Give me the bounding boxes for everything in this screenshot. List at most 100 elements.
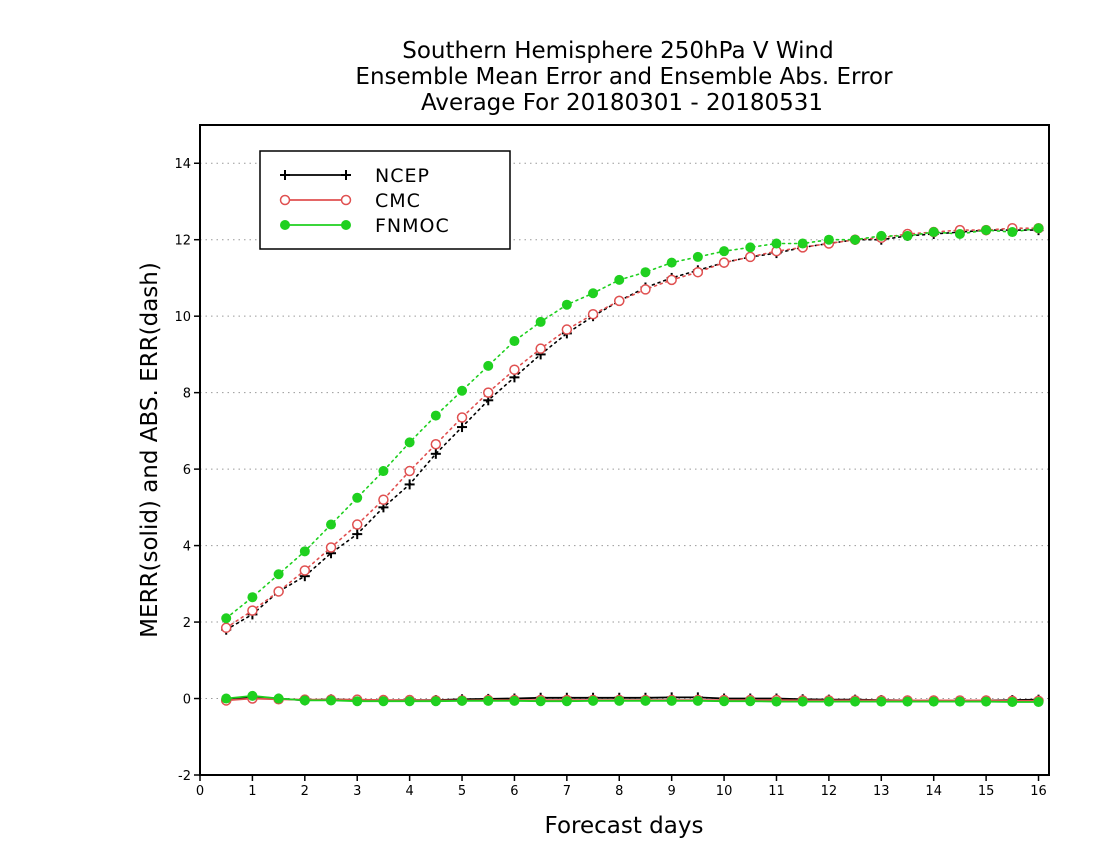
series-fnmoc-mean-err-point — [823, 696, 834, 707]
series-fnmoc-mean-err-point — [928, 696, 939, 707]
x-tick-label: 15 — [978, 784, 995, 799]
series-fnmoc-mean-err-point — [876, 696, 887, 707]
series-cmc-abs-err-point — [404, 465, 415, 477]
series-fnmoc-abs-err-point — [692, 251, 703, 262]
legend-item-cmc: CMC — [279, 190, 420, 212]
chart-title-line-1: Southern Hemisphere 250hPa V Wind — [402, 38, 833, 64]
series-fnmoc-abs-err-point — [1007, 227, 1018, 238]
legend-marker-fnmoc — [341, 220, 351, 230]
x-tick-label: 13 — [873, 784, 890, 799]
series-fnmoc-mean-err-point — [221, 693, 232, 704]
series-fnmoc-abs-err-point — [561, 299, 572, 310]
y-tick-label: 12 — [174, 234, 191, 249]
legend-marker-ncep — [341, 170, 351, 180]
series-fnmoc-abs-err-point — [273, 569, 284, 580]
series-fnmoc-mean-err-point — [509, 695, 520, 706]
series-fnmoc-abs-err-point — [483, 360, 494, 371]
series-cmc-abs-err-point — [640, 284, 651, 295]
x-tick-label: 9 — [668, 784, 676, 799]
series-fnmoc-abs-err-point — [876, 230, 887, 241]
legend-marker-fnmoc — [280, 220, 290, 230]
x-tick-label: 8 — [615, 784, 623, 799]
series-fnmoc-mean-err-point — [561, 696, 572, 707]
series-fnmoc-abs-err-point — [614, 274, 625, 285]
series-fnmoc-mean-err-point — [850, 696, 861, 707]
series-fnmoc-mean-err-point — [640, 695, 651, 706]
legend-item-fnmoc: FNMOC — [280, 215, 450, 237]
x-tick-label: 1 — [248, 784, 256, 799]
x-tick-label: 6 — [510, 784, 518, 799]
legend-label-ncep: NCEP — [375, 165, 430, 187]
y-tick-label: 10 — [174, 310, 191, 325]
series-fnmoc-mean-err-point — [326, 695, 337, 706]
x-tick-label: 11 — [768, 784, 785, 799]
series-fnmoc-abs-err-point — [326, 519, 337, 530]
series-fnmoc-abs-err-point — [771, 238, 782, 249]
x-tick-label: 2 — [301, 784, 309, 799]
series-ncep-abs-err-point — [352, 529, 363, 540]
series-fnmoc-mean-err-point — [745, 696, 756, 707]
x-tick-label: 14 — [925, 784, 942, 799]
series-fnmoc-abs-err-point — [823, 234, 834, 245]
legend: NCEP CMC FNMOC — [259, 150, 511, 250]
series-fnmoc-abs-err-point — [797, 238, 808, 249]
series-fnmoc-mean-err-point — [614, 695, 625, 706]
series-fnmoc-abs-err-point — [457, 385, 468, 396]
x-tick-label: 5 — [458, 784, 466, 799]
series-cmc-abs-err-point — [535, 343, 546, 354]
y-tick-label: 14 — [174, 157, 191, 172]
x-axis-label: Forecast days — [545, 813, 704, 839]
y-tick-label: 8 — [183, 387, 191, 402]
series-fnmoc-abs-err-point — [378, 466, 389, 477]
series-fnmoc-mean-err-point — [430, 696, 441, 707]
series-cmc-abs-err-point — [509, 364, 520, 375]
series-cmc-abs-err-point — [220, 622, 232, 634]
series-fnmoc-mean-err-point — [1007, 696, 1018, 707]
series-fnmoc-mean-err-point — [588, 695, 599, 706]
series-cmc-abs-err-point — [299, 565, 311, 576]
series-fnmoc-mean-err-point — [457, 695, 468, 706]
series-cmc-abs-err-point — [482, 387, 494, 398]
x-tick-label: 4 — [405, 784, 413, 799]
x-tick-label: 3 — [353, 784, 361, 799]
series-fnmoc-mean-err-point — [902, 696, 913, 707]
series-fnmoc-mean-err-point — [535, 696, 546, 707]
series-cmc-abs-err-point — [378, 494, 389, 505]
legend-label-fnmoc: FNMOC — [375, 215, 450, 237]
series-cmc-abs-err-point — [587, 309, 599, 320]
series-layer — [220, 222, 1044, 707]
x-tick-label: 16 — [1030, 784, 1047, 799]
series-fnmoc-abs-err-point — [928, 227, 939, 238]
series-fnmoc-mean-err-point — [1033, 696, 1044, 707]
series-fnmoc-mean-err-point — [771, 696, 782, 707]
series-fnmoc-abs-err-point — [850, 234, 861, 245]
series-cmc-abs-err-point — [325, 542, 337, 553]
x-tick-label: 10 — [716, 784, 733, 799]
series-fnmoc-abs-err-point — [902, 230, 913, 241]
series-fnmoc-mean-err-point — [666, 695, 677, 706]
series-fnmoc-abs-err-point — [1033, 223, 1044, 234]
series-fnmoc-mean-err-point — [352, 696, 363, 707]
series-fnmoc-abs-err-point — [404, 437, 415, 448]
series-fnmoc-abs-err-point — [666, 257, 677, 268]
chart-title-line-2: Ensemble Mean Error and Ensemble Abs. Er… — [355, 64, 893, 90]
legend-marker-ncep — [280, 170, 290, 180]
series-cmc-abs-err-point — [247, 605, 258, 616]
series-fnmoc-abs-err-point — [299, 546, 310, 557]
series-fnmoc-mean-err-point — [404, 696, 415, 707]
series-fnmoc-mean-err-point — [483, 695, 494, 706]
series-cmc-abs-err-point — [456, 412, 468, 423]
series-fnmoc-abs-err-point — [247, 592, 258, 603]
chart-title-line-3: Average For 20180301 - 20180531 — [421, 90, 823, 116]
y-tick-label: 4 — [183, 540, 191, 555]
x-tick-label: 7 — [563, 784, 571, 799]
legend-marker-cmc — [279, 194, 291, 206]
series-ncep-abs-err-point — [404, 479, 415, 490]
series-fnmoc-abs-err-point — [430, 410, 441, 421]
legend-item-ncep: NCEP — [280, 165, 430, 187]
plot-frame — [199, 124, 1050, 776]
series-ncep-abs-err-point — [457, 422, 468, 433]
